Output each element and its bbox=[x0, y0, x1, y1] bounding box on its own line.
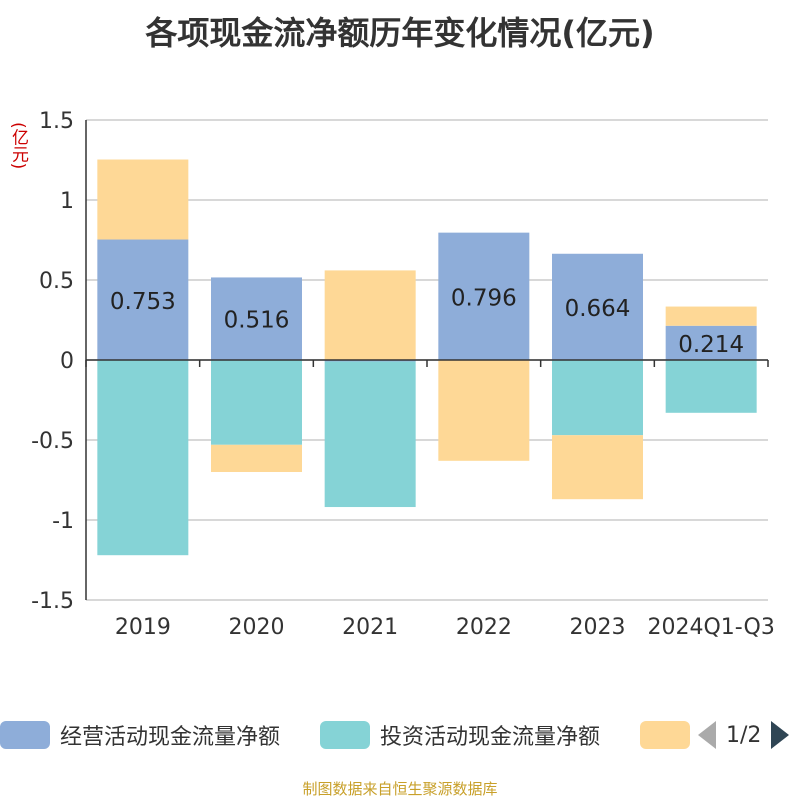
y-tick-label: 0 bbox=[60, 349, 74, 374]
y-tick-label: -0.5 bbox=[31, 429, 74, 454]
bar-financing-2022 bbox=[438, 360, 530, 461]
legend-page-number: 1/2 bbox=[726, 722, 762, 748]
bar-operating-2024Q1-Q3 bbox=[665, 325, 757, 360]
bar-financing-2020 bbox=[211, 444, 302, 472]
data-label-operating: 0.664 bbox=[565, 296, 631, 322]
x-tick-label: 2021 bbox=[342, 615, 398, 640]
legend-swatch-financing bbox=[640, 721, 690, 749]
bar-operating-2023 bbox=[552, 253, 643, 360]
y-tick-label: -1 bbox=[52, 509, 74, 534]
y-tick-label: 0.5 bbox=[39, 269, 74, 294]
bar-operating-2019 bbox=[97, 239, 189, 360]
x-tick-label: 2023 bbox=[570, 615, 626, 640]
x-tick-label: 2020 bbox=[229, 615, 285, 640]
data-label-operating: 0.516 bbox=[224, 308, 290, 334]
y-axis-unit-label: (亿元) bbox=[8, 122, 28, 170]
bar-investing-2021 bbox=[324, 361, 416, 508]
x-tick-label: 2019 bbox=[115, 615, 171, 640]
bar-financing-2021 bbox=[324, 270, 416, 360]
bar-operating-2022 bbox=[438, 232, 530, 360]
legend-item-financing[interactable] bbox=[640, 720, 700, 750]
axes bbox=[85, 120, 769, 600]
bar-financing-2023 bbox=[552, 435, 643, 500]
chart-title: 各项现金流净额历年变化情况(亿元) bbox=[145, 14, 655, 52]
legend-item-investing[interactable]: 投资活动现金流量净额 bbox=[320, 720, 600, 750]
legend: 经营活动现金流量净额 投资活动现金流量净额 1/2 bbox=[0, 712, 800, 756]
bar-operating-2020 bbox=[211, 277, 302, 360]
x-tick-label: 2024Q1-Q3 bbox=[647, 615, 774, 640]
bar-investing-2024Q1-Q3 bbox=[665, 360, 757, 413]
bar-group bbox=[97, 159, 757, 556]
legend-next-page-icon[interactable] bbox=[771, 721, 790, 749]
y-tick-label: 1 bbox=[60, 189, 74, 214]
legend-label-investing: 投资活动现金流量净额 bbox=[380, 725, 601, 750]
chart-canvas: -1.5 -1 -0.5 0 0.5 1 1.5 2019 2020 2021 2022 2023 20… bbox=[31, 109, 775, 640]
legend-item-operating[interactable]: 经营活动现金流量净额 bbox=[0, 720, 280, 750]
x-tick-label: 2022 bbox=[456, 615, 512, 640]
label-group: -1.5 -1 -0.5 0 0.5 1 1.5 2019 2020 2021 2022 2023 20… bbox=[31, 109, 775, 640]
bar-investing-2023 bbox=[552, 360, 643, 436]
bar-financing-2019 bbox=[97, 159, 189, 240]
y-tick-label: 1.5 bbox=[39, 109, 74, 134]
legend-prev-page-icon[interactable] bbox=[698, 721, 716, 749]
bar-investing-2019 bbox=[97, 360, 189, 556]
legend-swatch-operating bbox=[0, 721, 50, 749]
y-tick-label: -1.5 bbox=[31, 589, 74, 614]
data-label-operating: 0.214 bbox=[678, 332, 744, 358]
data-label-operating: 0.796 bbox=[451, 285, 517, 311]
bar-financing-2024Q1-Q3 bbox=[665, 306, 757, 326]
data-label-operating: 0.753 bbox=[110, 289, 176, 315]
legend-pager: 1/2 bbox=[698, 718, 790, 752]
legend-label-operating: 经营活动现金流量净额 bbox=[60, 725, 281, 750]
source-note: 制图数据来自恒生聚源数据库 bbox=[302, 780, 498, 798]
legend-swatch-investing bbox=[320, 721, 370, 749]
bar-investing-2020 bbox=[211, 360, 302, 445]
